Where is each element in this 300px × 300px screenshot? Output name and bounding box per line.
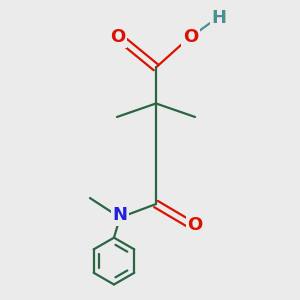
Text: O: O: [183, 28, 198, 46]
Text: O: O: [110, 28, 125, 46]
Text: H: H: [212, 9, 226, 27]
Text: O: O: [188, 216, 203, 234]
Text: N: N: [112, 206, 128, 224]
